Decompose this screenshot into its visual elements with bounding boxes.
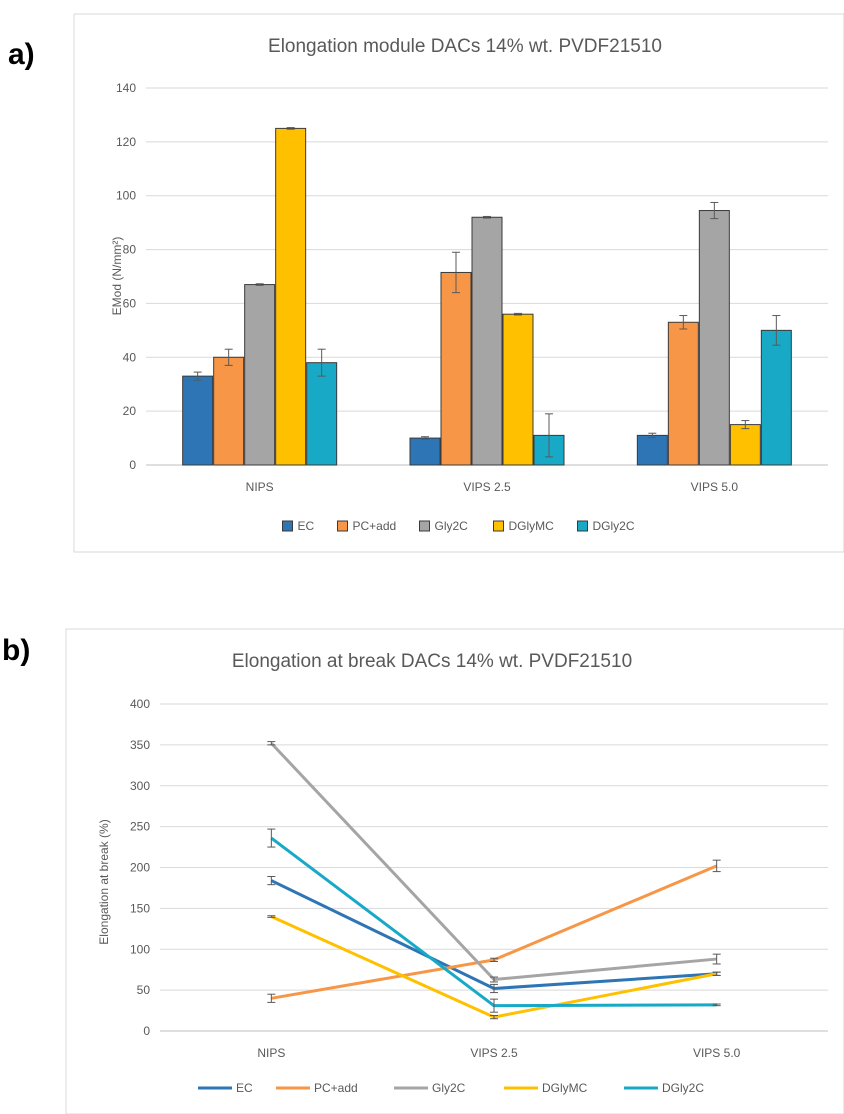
bar-pc-add-2 <box>667 321 699 466</box>
a-y-tick-label: 20 <box>123 404 137 418</box>
chart-b-title: Elongation at break DACs 14% wt. PVDF215… <box>232 651 632 672</box>
chart-a-bars <box>182 127 792 466</box>
bar-ec-1 <box>409 437 441 466</box>
chart-b: b) Elongation at break DACs 14% wt. PVDF… <box>2 628 844 1114</box>
b-y-tick-label: 150 <box>130 901 150 915</box>
legend-swatch <box>337 520 348 532</box>
legend-swatch <box>577 520 588 532</box>
a-y-tick-label: 80 <box>123 243 137 257</box>
b-y-tick-label: 400 <box>130 697 150 711</box>
chart-a-x-ticks: NIPS VIPS 2.5 VIPS 5.0 <box>246 480 739 494</box>
legend-label: DGlyMC <box>509 519 555 533</box>
chart-b-panel <box>65 628 844 1114</box>
legend-swatch <box>493 520 504 532</box>
a-y-tick-label: 140 <box>116 81 136 95</box>
chart-b-x-ticks: NIPS VIPS 2.5 VIPS 5.0 <box>257 1046 740 1060</box>
bar-ec-2 <box>636 434 668 466</box>
bar-gly2c-0 <box>244 284 276 466</box>
bar-dgly2c-2 <box>760 329 792 466</box>
b-y-tick-label: 300 <box>130 779 150 793</box>
b-y-tick-label: 200 <box>130 861 150 875</box>
legend-label: Gly2C <box>435 519 469 533</box>
legend-swatch <box>282 520 293 532</box>
legend-swatch <box>419 520 430 532</box>
legend-label: PC+add <box>314 1081 358 1095</box>
chart-a-panel-label: a) <box>8 38 35 71</box>
chart-b-y-axis-title: Elongation at break (%) <box>97 819 111 944</box>
legend-label: DGly2C <box>593 519 635 533</box>
a-x-tick-label: VIPS 2.5 <box>463 480 511 494</box>
legend-label: Gly2C <box>432 1081 466 1095</box>
bar-dglymc-0 <box>275 127 307 466</box>
bar-dglymc-2 <box>729 424 761 466</box>
a-y-tick-label: 60 <box>123 296 137 310</box>
b-y-tick-label: 350 <box>130 738 150 752</box>
b-y-tick-label: 0 <box>143 1024 150 1038</box>
bar-pc-add-0 <box>213 356 245 466</box>
chart-a-title: Elongation module DACs 14% wt. PVDF21510 <box>268 36 662 57</box>
a-y-tick-label: 100 <box>116 189 136 203</box>
chart-a-y-axis-title: EMod (N/mm²) <box>110 237 124 316</box>
b-y-tick-label: 100 <box>130 942 150 956</box>
b-x-tick-label: VIPS 2.5 <box>470 1046 518 1060</box>
chart-a-legend: EC PC+add Gly2C DGlyMC DGly2C <box>282 519 635 533</box>
a-y-tick-label: 0 <box>129 458 136 472</box>
bar-dglymc-1 <box>502 313 534 466</box>
legend-label: PC+add <box>353 519 397 533</box>
a-x-tick-label: NIPS <box>246 480 274 494</box>
legend-label: EC <box>298 519 315 533</box>
chart-b-y-ticks: 0 50 100 150 200 250 300 350 400 <box>130 697 150 1038</box>
chart-b-panel-label: b) <box>2 634 30 667</box>
bar-pc-add-1 <box>440 271 472 466</box>
bar-gly2c-1 <box>471 216 503 466</box>
bar-gly2c-2 <box>698 210 730 466</box>
chart-b-legend: EC PC+add Gly2C DGlyMC DGly2C <box>198 1081 704 1095</box>
chart-b-lines <box>267 741 721 1020</box>
a-y-tick-label: 40 <box>123 350 137 364</box>
legend-label: EC <box>236 1081 253 1095</box>
b-y-tick-label: 250 <box>130 820 150 834</box>
b-y-tick-label: 50 <box>137 983 151 997</box>
b-x-tick-label: VIPS 5.0 <box>693 1046 741 1060</box>
bar-ec-0 <box>182 375 214 466</box>
b-x-tick-label: NIPS <box>257 1046 285 1060</box>
chart-a: a) Elongation module DACs 14% wt. PVDF21… <box>8 13 844 553</box>
legend-label: DGlyMC <box>542 1081 588 1095</box>
legend-label: DGly2C <box>662 1081 704 1095</box>
a-x-tick-label: VIPS 5.0 <box>691 480 739 494</box>
bar-dgly2c-0 <box>306 362 338 466</box>
chart-a-y-ticks: 0 20 40 60 80 100 120 140 <box>116 81 136 472</box>
a-y-tick-label: 120 <box>116 135 136 149</box>
